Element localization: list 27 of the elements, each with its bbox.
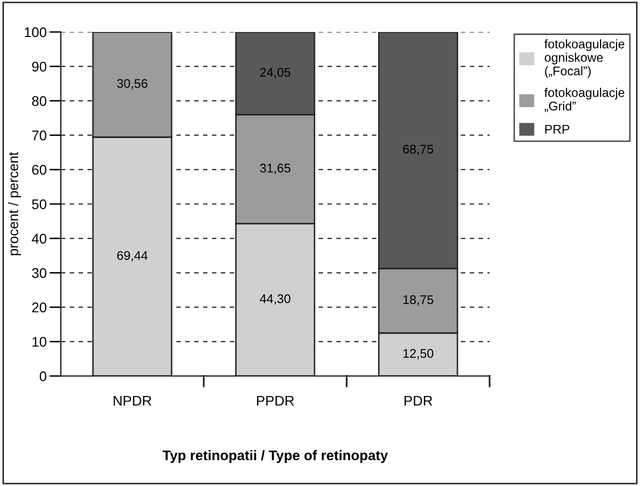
- y-tick-label: 30: [32, 268, 46, 278]
- x-tick-label: PDR: [404, 396, 432, 406]
- y-tick-label: 40: [32, 234, 46, 244]
- y-tick-label: 10: [32, 336, 46, 347]
- data-label: 12,50: [403, 349, 434, 360]
- x-tick-label: NPDR: [114, 396, 152, 406]
- legend-label: fotokoagulacje „Grid”: [544, 88, 624, 112]
- y-tick-label: 80: [32, 96, 46, 106]
- data-label: 18,75: [403, 295, 434, 306]
- legend-label: fotokoagulacje ogniskowe („Focal”): [544, 39, 624, 78]
- data-label: 24,05: [260, 68, 290, 78]
- y-axis-title: procent / percent: [8, 152, 21, 256]
- y-tick-label: 0: [40, 371, 46, 382]
- data-label: 68,75: [403, 144, 434, 156]
- y-tick-label: 50: [32, 199, 46, 210]
- y-tick-label: 90: [32, 62, 46, 72]
- data-label: 44,30: [260, 294, 290, 305]
- x-axis-title: Typ retinopatii / Type of retinopaty: [162, 450, 388, 464]
- y-tick-label: 70: [32, 130, 46, 140]
- data-label: 31,65: [260, 164, 290, 174]
- y-tick-label: 100: [24, 27, 46, 38]
- y-tick-label: 60: [32, 164, 46, 175]
- x-tick-label: PPDR: [257, 396, 294, 406]
- data-label: 30,56: [117, 79, 148, 90]
- data-label: 69,44: [117, 251, 148, 262]
- legend-label: PRP: [545, 124, 570, 134]
- y-tick-label: 20: [32, 302, 46, 312]
